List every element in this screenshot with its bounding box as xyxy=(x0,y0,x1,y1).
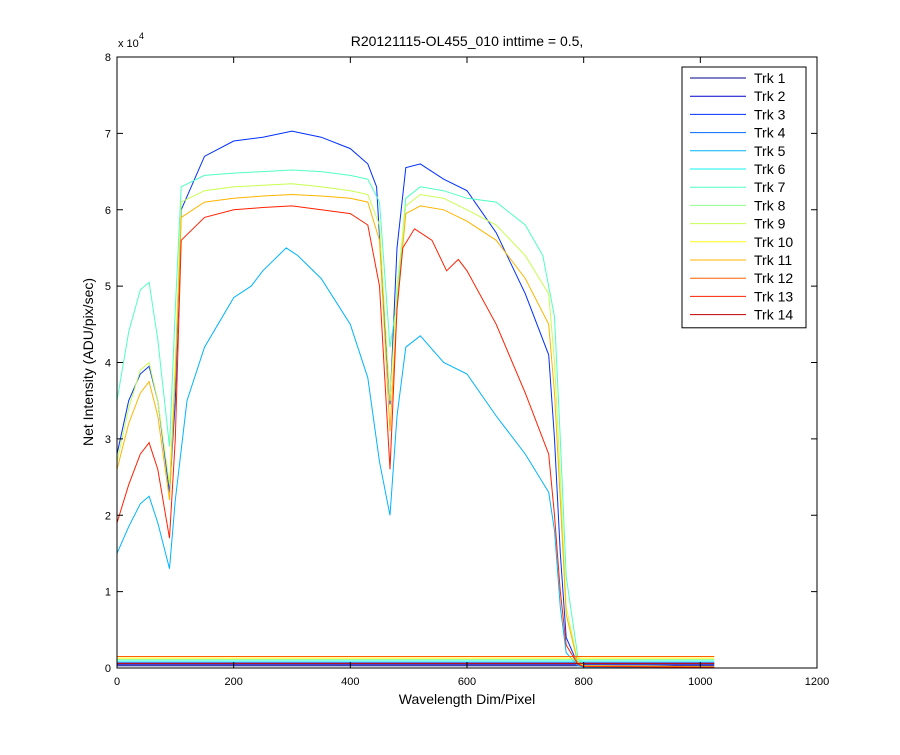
chart-title: R20121115-OL455_010 inttime = 0.5, xyxy=(351,33,584,49)
axes: 0 200 400 600 800 1000 1200 0 1 2 3 4 5 6 7 8 xyxy=(105,52,829,688)
legend-entry-label: Trk 2 xyxy=(754,88,786,104)
y-tick-label: 6 xyxy=(105,205,111,217)
y-multiplier-exponent: 4 xyxy=(139,31,144,41)
legend-entry-label: Trk 6 xyxy=(754,161,786,177)
x-tick-label: 400 xyxy=(341,676,359,688)
legend-entry-label: Trk 10 xyxy=(754,234,793,250)
legend-entry-label: Trk 11 xyxy=(754,252,792,268)
legend-entry-label: Trk 4 xyxy=(754,125,786,141)
y-tick-label: 2 xyxy=(105,510,111,522)
series-line-trk-13 xyxy=(116,205,715,668)
x-axis-label: Wavelength Dim/Pixel xyxy=(399,691,535,707)
legend-entry-label: Trk 1 xyxy=(754,70,786,86)
y-axis-label: Net Intensity (ADU/pix/sec) xyxy=(80,278,96,446)
series-line-trk-5 xyxy=(116,247,715,668)
x-tick-label: 800 xyxy=(574,676,592,688)
x-tick-label: 200 xyxy=(224,676,242,688)
series-line-trk-7 xyxy=(116,169,715,668)
legend-entry-label: Trk 12 xyxy=(754,270,793,286)
y-tick-label: 8 xyxy=(105,52,111,64)
x-tick-label: 1200 xyxy=(805,676,829,688)
legend-entry-label: Trk 8 xyxy=(754,197,786,213)
y-tick-label: 5 xyxy=(105,281,111,293)
legend-box xyxy=(681,66,807,329)
series-line-trk-3 xyxy=(116,130,715,668)
x-tick-label: 600 xyxy=(458,676,476,688)
y-tick-label: 0 xyxy=(105,663,111,675)
legend-entry-label: Trk 13 xyxy=(754,288,793,304)
series-line-trk-9 xyxy=(116,183,715,668)
x-tick-label: 0 xyxy=(114,676,120,688)
y-tick-label: 7 xyxy=(105,128,111,140)
y-tick-label: 1 xyxy=(105,587,111,599)
legend: Trk 1 Trk 2 Trk 3 Trk 4 Trk 5 Trk 6 Trk 7 Trk 8… xyxy=(681,66,807,329)
plot-area xyxy=(116,130,715,668)
y-multiplier-label: x 10 xyxy=(118,38,139,50)
y-tick-label: 4 xyxy=(105,358,111,370)
legend-entry-label: Trk 14 xyxy=(754,307,793,323)
legend-entry-label: Trk 7 xyxy=(754,179,786,195)
legend-entry-label: Trk 5 xyxy=(754,143,786,159)
y-tick-label: 3 xyxy=(105,434,111,446)
legend-entry-label: Trk 3 xyxy=(754,106,786,122)
x-tick-label: 1000 xyxy=(688,676,712,688)
series-line-trk-11 xyxy=(116,193,715,668)
legend-entry-label: Trk 9 xyxy=(754,216,786,232)
